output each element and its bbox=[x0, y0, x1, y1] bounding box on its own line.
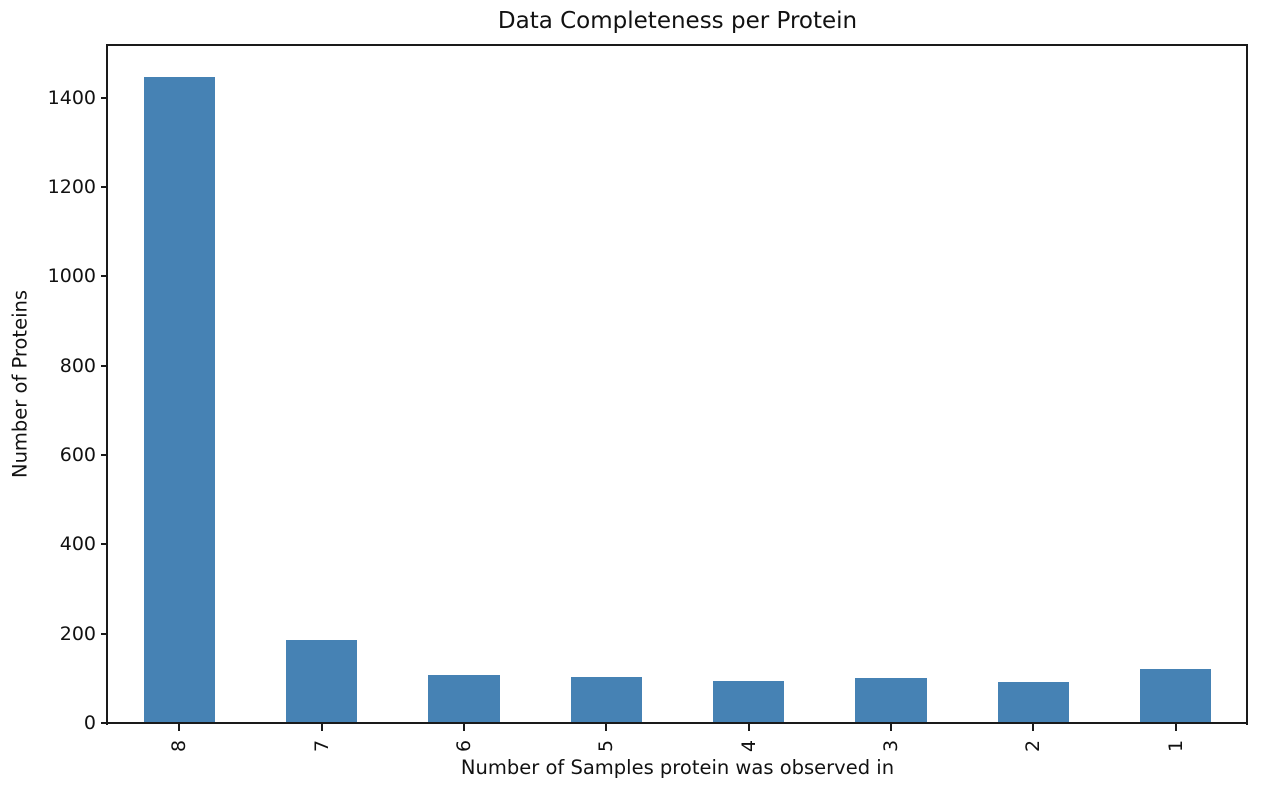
y-tick-label: 200 bbox=[59, 622, 96, 645]
bar-samples-3 bbox=[855, 678, 927, 723]
y-tick-label: 600 bbox=[59, 444, 96, 467]
x-tick-mark bbox=[890, 724, 893, 731]
x-tick-mark bbox=[747, 724, 750, 731]
x-tick-mark bbox=[320, 724, 323, 731]
y-tick-label: 1400 bbox=[47, 86, 96, 109]
x-tick-mark bbox=[1032, 724, 1035, 731]
x-tick-mark bbox=[462, 724, 465, 731]
y-tick-label: 400 bbox=[59, 533, 96, 556]
x-axis-spine-bottom bbox=[106, 722, 1248, 724]
x-tick-label: 7 bbox=[310, 739, 333, 753]
plot-area bbox=[108, 45, 1247, 723]
y-tick-label: 0 bbox=[83, 712, 96, 734]
bar-samples-8 bbox=[143, 77, 215, 723]
x-tick-label: 8 bbox=[168, 739, 191, 753]
y-tick-mark bbox=[101, 275, 108, 278]
x-tick-mark bbox=[1174, 724, 1177, 731]
bar-samples-7 bbox=[285, 640, 358, 723]
y-tick-mark bbox=[101, 543, 108, 546]
y-tick-mark bbox=[101, 364, 108, 367]
y-tick-label: 1200 bbox=[47, 176, 96, 199]
bar-samples-1 bbox=[1140, 669, 1212, 723]
y-axis-spine-left bbox=[106, 44, 108, 725]
x-axis-label: Number of Samples protein was observed i… bbox=[460, 756, 895, 779]
x-tick-label: 1 bbox=[1164, 739, 1187, 753]
x-tick-label: 4 bbox=[737, 739, 760, 753]
y-tick-label: 1000 bbox=[47, 265, 96, 288]
x-tick-label: 3 bbox=[880, 739, 903, 753]
x-tick-mark bbox=[178, 724, 181, 731]
axis-spine-top bbox=[106, 44, 1248, 46]
x-tick-mark bbox=[605, 724, 608, 731]
y-tick-label: 800 bbox=[59, 354, 96, 377]
bar-samples-2 bbox=[997, 682, 1070, 723]
y-tick-mark bbox=[101, 632, 108, 635]
y-tick-mark bbox=[101, 722, 108, 724]
x-tick-label: 2 bbox=[1022, 739, 1045, 753]
y-tick-mark bbox=[101, 186, 108, 189]
axis-spine-right bbox=[1246, 44, 1248, 725]
x-tick-label: 5 bbox=[595, 739, 618, 753]
chart-title: Data Completeness per Protein bbox=[497, 8, 858, 34]
bar-samples-4 bbox=[713, 681, 785, 723]
bar-samples-5 bbox=[570, 676, 642, 723]
x-tick-label: 6 bbox=[452, 739, 475, 753]
y-tick-mark bbox=[101, 96, 108, 99]
bar-samples-6 bbox=[428, 675, 500, 723]
y-tick-mark bbox=[101, 454, 108, 457]
